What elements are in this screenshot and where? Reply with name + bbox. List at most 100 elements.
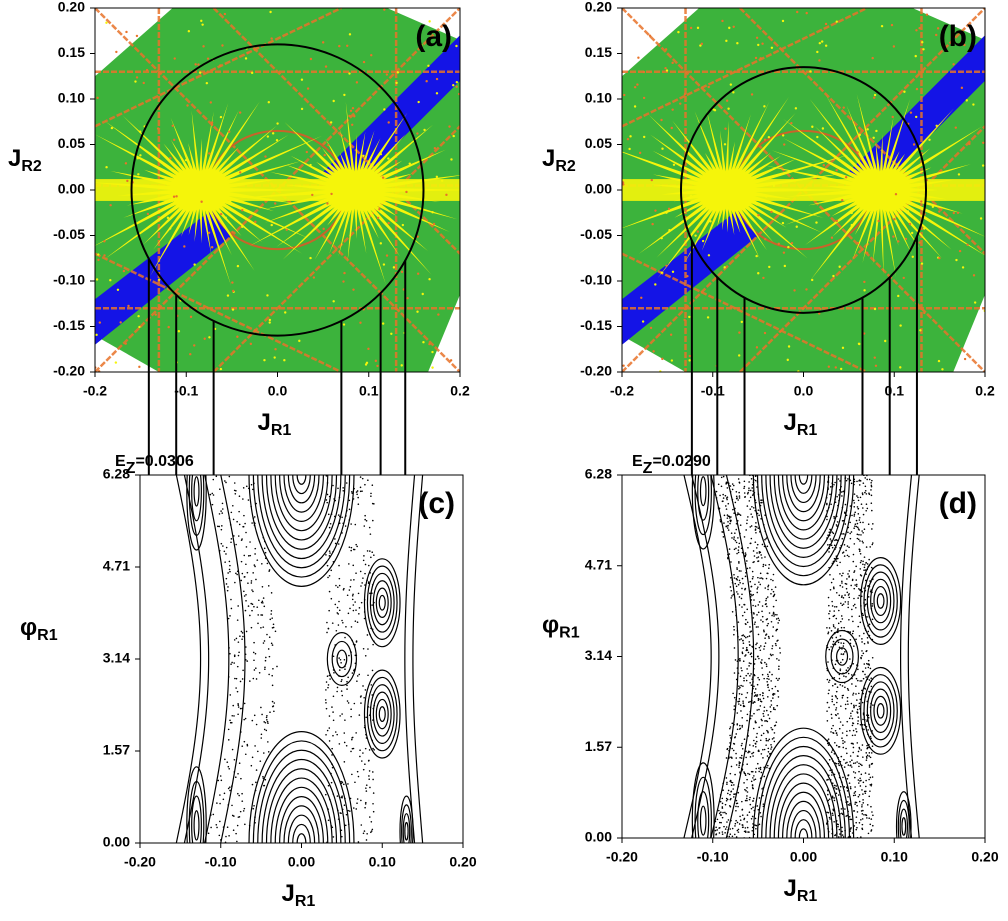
chaotic-dot [699,44,702,47]
orbit [863,674,898,748]
chaotic-dot [739,727,742,730]
chaotic-dot [858,615,861,618]
chaotic-dot [660,118,663,122]
chaotic-dot [95,333,98,337]
y-tick-label: 0.00 [103,834,130,850]
chaotic-dot [326,501,329,504]
chaotic-dot [848,570,851,572]
chaotic-dot [689,194,693,198]
chaotic-dot [651,222,654,226]
chaotic-dot [854,762,857,764]
chaotic-dot [341,835,343,838]
chaotic-dot [845,549,847,552]
chaotic-dot [865,790,867,793]
chaotic-dot [853,513,856,516]
chaotic-dot [871,776,874,778]
chaotic-dot [752,777,754,779]
chaotic-dot [745,646,748,649]
chaotic-dot [858,794,861,796]
chaotic-dot [455,85,458,88]
chaotic-dot [839,547,841,549]
chaotic-dot [364,763,366,766]
chaotic-dot [753,691,756,694]
chaotic-dot [364,563,367,566]
chaotic-dot [852,560,855,563]
chaotic-dot [759,766,762,769]
chaotic-dot [840,485,842,488]
chaotic-dot [264,551,267,554]
chaotic-dot [726,527,729,529]
chaotic-dot [863,602,865,604]
chaotic-dot [742,582,744,585]
orbit [372,691,392,737]
chaotic-dot [369,706,372,709]
chaotic-dot [751,829,754,832]
orbit [725,475,755,838]
chaotic-dot [741,693,743,696]
chaotic-dot [796,10,799,14]
chaotic-dot [864,598,867,601]
chaotic-dot [371,669,374,672]
chaotic-dot [243,595,246,597]
chaotic-dot [871,656,874,659]
chaotic-dot [827,365,831,368]
chaotic-dot [337,818,340,820]
chaotic-dot [264,155,267,158]
chaotic-dot [863,280,866,284]
x-tick-label: 0.10 [881,849,908,865]
chaotic-dot [836,659,839,662]
chaotic-dot [755,203,759,206]
chaotic-dot [239,635,241,637]
chaotic-dot [360,585,362,587]
chaotic-dot [858,800,861,803]
chaotic-dot [861,827,863,830]
chaotic-dot [751,594,753,597]
chaotic-dot [425,80,428,83]
orbit [691,475,715,550]
chaotic-dot [218,513,221,515]
chaotic-dot [342,489,345,492]
chaotic-dot [661,147,664,150]
chaotic-dot [835,20,838,23]
chaotic-dot [827,661,829,663]
chaotic-dot [849,537,852,540]
chaotic-dot [330,597,333,600]
chaotic-dot [852,499,855,502]
chaotic-dot [831,531,834,533]
chaotic-dot [861,641,863,643]
chaotic-dot [897,294,900,298]
chaotic-dot [385,73,389,76]
orbit [860,557,902,645]
chaotic-dot [870,818,873,820]
chaotic-dot [783,143,786,146]
chaotic-dot [110,126,114,130]
chaotic-dot [758,531,761,533]
chaotic-dot [328,532,331,534]
chaotic-dot [747,546,749,549]
chaotic-dot [783,264,787,268]
orbit [363,558,401,648]
chaotic-dot [771,687,774,690]
chaotic-dot [847,667,849,669]
chaotic-dot [193,344,196,347]
chaotic-dot [261,614,264,616]
chaotic-dot [349,182,352,185]
chaotic-dot [741,716,744,719]
chaotic-dot [271,626,274,629]
chaotic-dot [264,557,267,560]
chaotic-dot [719,800,722,803]
chaotic-dot [428,342,431,346]
chaotic-dot [849,760,851,763]
chaotic-dot [931,205,935,208]
chaotic-dot [285,228,288,231]
chaotic-dot [236,520,238,523]
chaotic-dot [760,645,762,647]
y-tick-label: 0.05 [58,135,85,151]
chaotic-dot [255,502,257,505]
orbit [899,808,909,838]
chaotic-dot [749,756,752,758]
chaotic-dot [862,652,865,655]
chaotic-dot [855,565,857,568]
chaotic-dot [863,569,865,572]
chaotic-dot [729,828,732,830]
